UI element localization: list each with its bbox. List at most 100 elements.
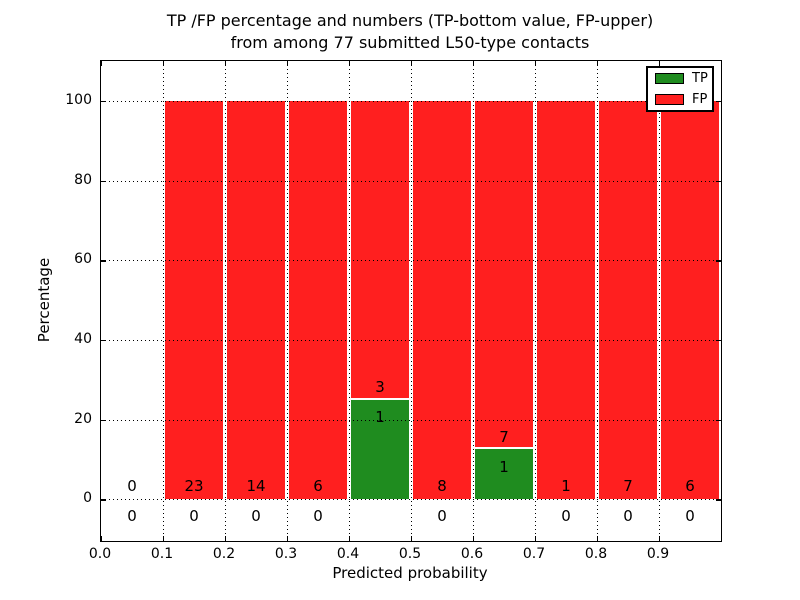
x-tick-label: 0.4 xyxy=(336,546,360,562)
y-tick-mark xyxy=(101,100,106,103)
x-tick-mark xyxy=(349,61,351,66)
x-tick-mark xyxy=(349,536,351,541)
x-tick-label: 0.3 xyxy=(274,546,298,562)
x-tick-mark xyxy=(535,61,537,66)
legend-label-tp: TP xyxy=(692,71,708,86)
x-tick-mark xyxy=(535,536,537,541)
tp-count-label: 0 xyxy=(313,507,323,526)
y-tick-label: 100 xyxy=(65,91,92,108)
x-tick-label: 0.9 xyxy=(646,546,670,562)
x-gridline xyxy=(349,61,350,541)
fp-bar-segment xyxy=(661,100,719,500)
x-tick-mark xyxy=(163,61,165,66)
fp-legend-swatch-icon xyxy=(655,94,684,105)
y-tick-mark xyxy=(716,260,721,262)
x-tick-mark xyxy=(163,536,165,541)
x-tick-mark xyxy=(473,61,475,66)
y-tick-label: 40 xyxy=(74,330,92,347)
fp-bar-segment xyxy=(475,100,533,448)
x-tick-mark xyxy=(101,61,103,66)
fp-count-label: 7 xyxy=(623,477,633,496)
tp-count-label: 0 xyxy=(251,507,261,526)
tp-count-label: 0 xyxy=(685,507,695,526)
y-tick-mark xyxy=(716,100,721,103)
y-tick-mark xyxy=(716,339,721,342)
tp-count-label: 0 xyxy=(623,507,633,526)
y-tick-mark xyxy=(101,499,106,501)
legend: TP FP xyxy=(646,66,714,112)
x-tick-label: 0.6 xyxy=(460,546,484,562)
fp-count-label: 23 xyxy=(184,477,204,496)
x-tick-mark xyxy=(411,536,413,541)
x-tick-mark xyxy=(597,61,599,66)
y-axis-label: Percentage xyxy=(35,257,53,343)
fp-bar-segment xyxy=(289,100,347,500)
x-tick-mark xyxy=(597,536,599,541)
y-tick-mark xyxy=(101,180,106,182)
fp-bar-segment xyxy=(537,100,595,500)
tp-count-label: 0 xyxy=(561,507,571,526)
x-tick-label: 0.1 xyxy=(150,546,174,562)
y-tick-mark xyxy=(101,339,106,342)
x-tick-mark xyxy=(225,61,227,66)
tp-count-label: 1 xyxy=(375,407,385,426)
y-tick-label: 60 xyxy=(74,251,92,268)
fp-count-label: 3 xyxy=(375,377,385,396)
tp-count-label: 1 xyxy=(499,457,509,476)
y-tick-mark xyxy=(101,260,106,262)
x-tick-mark xyxy=(287,536,289,541)
x-tick-mark xyxy=(287,61,289,66)
legend-label-fp: FP xyxy=(692,92,708,107)
x-tick-mark xyxy=(473,536,475,541)
chart-title-line1: TP /FP percentage and numbers (TP-bottom… xyxy=(166,11,654,30)
legend-row-tp: TP xyxy=(648,68,712,89)
fp-count-label: 6 xyxy=(313,477,323,496)
x-gridline xyxy=(597,61,598,541)
x-tick-label: 0.5 xyxy=(398,546,422,562)
x-tick-mark xyxy=(101,536,103,541)
fp-bar-segment xyxy=(351,100,409,398)
chart-title-line2: from among 77 submitted L50-type contact… xyxy=(230,33,590,52)
y-tick-mark xyxy=(716,180,721,182)
x-gridline xyxy=(411,61,412,541)
fp-count-label: 1 xyxy=(561,477,571,496)
fp-bar-segment xyxy=(165,100,223,500)
fp-bar-segment xyxy=(599,100,657,500)
fp-count-label: 8 xyxy=(437,477,447,496)
fp-bar-segment xyxy=(413,100,471,500)
y-tick-mark xyxy=(716,499,721,501)
tp-count-label: 0 xyxy=(189,507,199,526)
x-tick-label: 0.8 xyxy=(584,546,608,562)
legend-row-fp: FP xyxy=(648,89,712,110)
x-gridline xyxy=(225,61,226,541)
x-tick-label: 0.2 xyxy=(212,546,236,562)
x-gridline xyxy=(287,61,288,541)
tp-legend-swatch-icon xyxy=(655,73,684,84)
y-tick-label: 80 xyxy=(74,171,92,188)
y-tick-label: 20 xyxy=(74,410,92,427)
x-tick-label: 0.7 xyxy=(522,546,546,562)
fp-count-label: 0 xyxy=(127,477,137,496)
fp-count-label: 7 xyxy=(499,427,509,446)
y-tick-mark xyxy=(101,419,106,421)
x-gridline xyxy=(163,61,164,541)
x-gridline xyxy=(535,61,536,541)
tp-count-label: 0 xyxy=(127,507,137,526)
x-tick-mark xyxy=(659,61,661,66)
x-axis-label: Predicted probability xyxy=(332,564,488,582)
y-tick-label: 0 xyxy=(83,490,92,507)
x-tick-mark xyxy=(659,536,661,541)
fp-bar-segment xyxy=(227,100,285,500)
fp-count-label: 6 xyxy=(685,477,695,496)
x-tick-mark xyxy=(411,61,413,66)
y-tick-mark xyxy=(716,419,721,421)
x-tick-label: 0.0 xyxy=(88,546,112,562)
x-gridline xyxy=(659,61,660,541)
x-gridline xyxy=(473,61,474,541)
tp-count-label: 0 xyxy=(437,507,447,526)
fp-count-label: 14 xyxy=(246,477,266,496)
plot-area: 0 0 23 0 14 0 6 0 3 1 8 0 7 1 1 0 7 0 6 0 xyxy=(100,60,722,542)
tp-bar-segment xyxy=(475,449,533,500)
x-tick-mark xyxy=(225,536,227,541)
